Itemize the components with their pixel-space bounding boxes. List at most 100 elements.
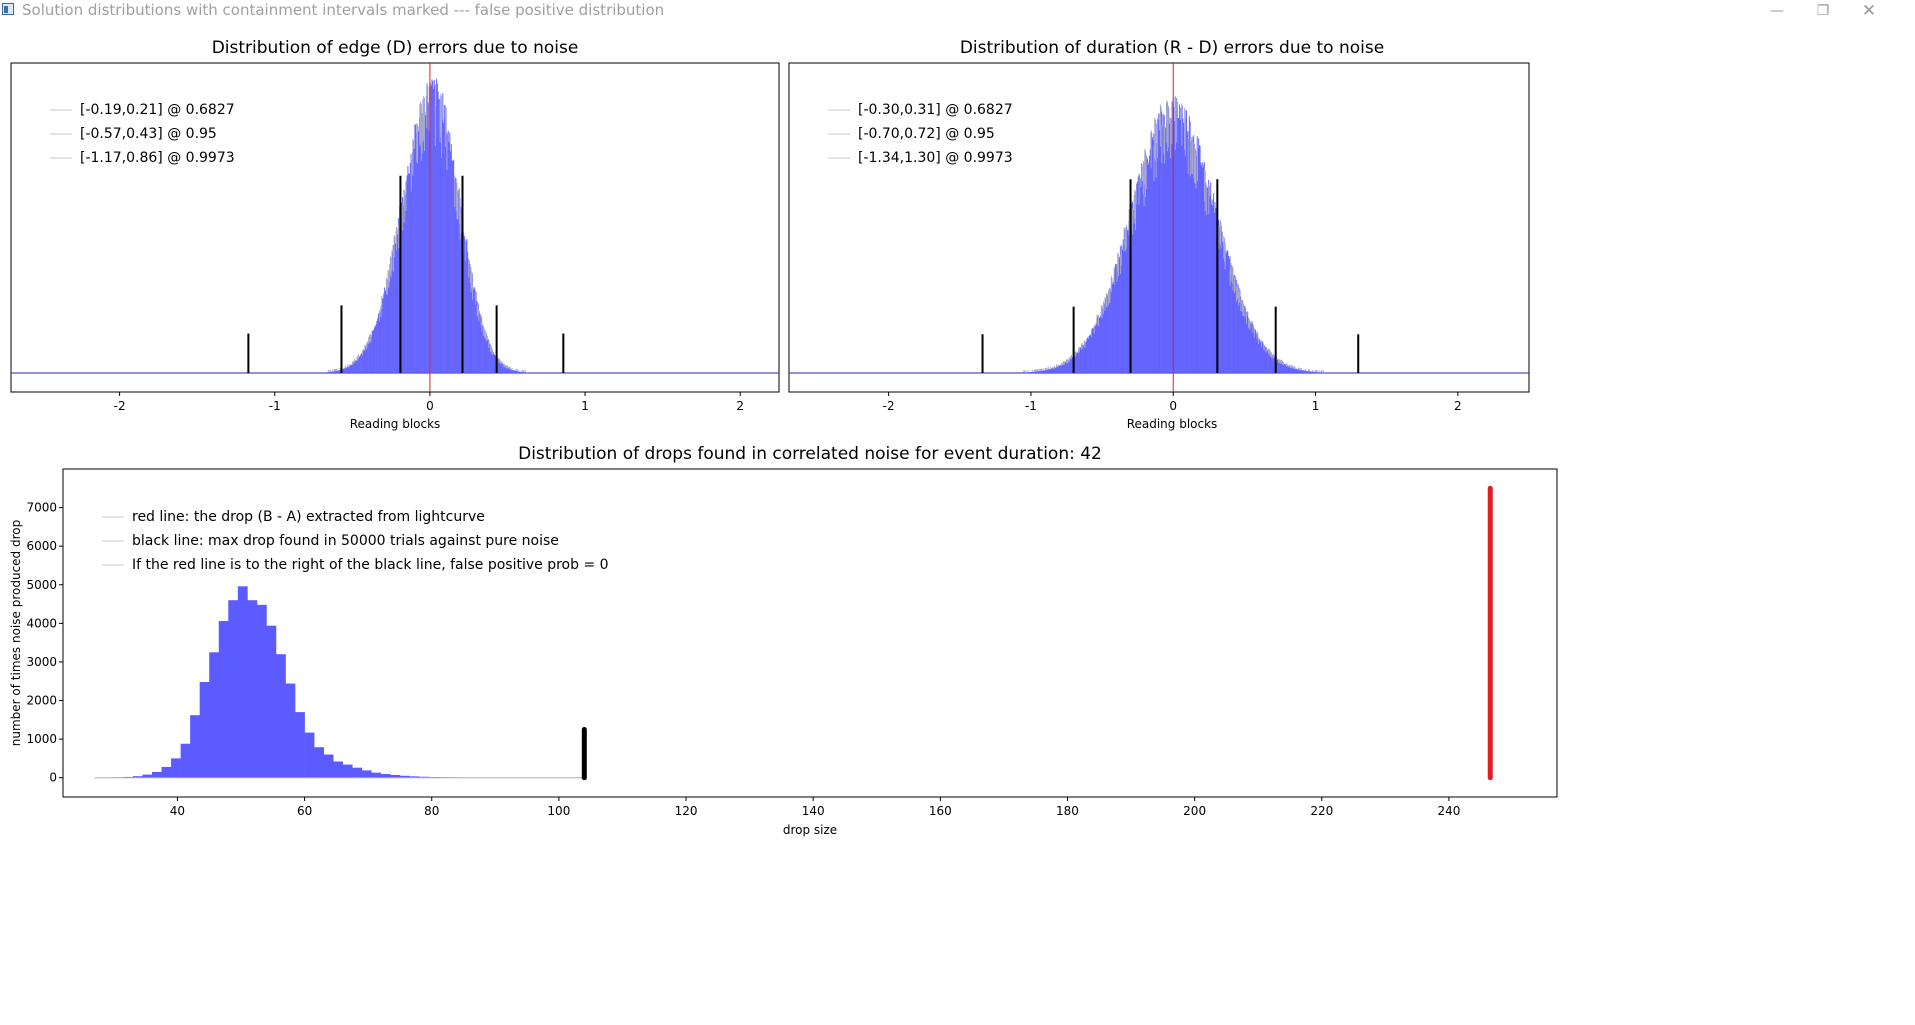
histogram-bar: [1169, 117, 1171, 374]
histogram-bar: [1225, 251, 1227, 373]
histogram-bar: [1095, 322, 1097, 373]
y-tick-label: 2000: [26, 694, 57, 708]
histogram-bar: [1259, 339, 1261, 373]
histogram-bar: [1083, 344, 1085, 373]
histogram-bar: [1094, 326, 1096, 373]
histogram-bar: [285, 683, 296, 778]
histogram-bar: [1062, 363, 1064, 373]
histogram-bar: [1102, 308, 1104, 373]
histogram-bar: [1035, 371, 1037, 373]
histogram-bar: [1168, 107, 1170, 373]
histogram-bar: [381, 307, 383, 373]
histogram-bar: [1231, 273, 1233, 373]
histogram-bar: [368, 339, 370, 373]
histogram-bar: [409, 162, 411, 373]
histogram-bar: [1036, 371, 1038, 373]
histogram-bar: [1107, 293, 1109, 373]
histogram-bar: [1309, 371, 1311, 373]
histogram-bar: [1158, 113, 1160, 373]
histogram-bar: [471, 273, 473, 373]
histogram-bar: [350, 365, 352, 373]
histogram-bar: [1303, 370, 1305, 373]
histogram-bar: [347, 366, 349, 373]
histogram-bar: [1207, 187, 1209, 373]
x-axis: -2 -1 0 1 2: [883, 392, 1462, 413]
histogram-bar: [438, 98, 440, 374]
histogram-bar: [350, 364, 352, 373]
histogram-bar: [382, 298, 384, 373]
histogram-bar: [256, 604, 267, 778]
histogram-bar: [1086, 338, 1088, 373]
plot-marks: [11, 63, 779, 392]
histogram-bar: [1239, 290, 1241, 373]
histogram-bar: [1264, 346, 1266, 373]
histogram-bar: [1202, 168, 1204, 373]
histogram-bar: [1184, 109, 1186, 373]
histogram-bar: [1107, 295, 1109, 373]
histogram-bar: [440, 95, 442, 374]
histogram-bar: [1226, 249, 1228, 373]
restore-button[interactable]: ❐: [1800, 0, 1846, 22]
histogram-bar: [1279, 361, 1281, 373]
histogram-bar: [1082, 345, 1084, 373]
histogram-bar: [1156, 143, 1158, 373]
histogram-bar: [190, 715, 200, 778]
histogram-bar: [495, 356, 497, 373]
histogram-bar: [1262, 341, 1264, 373]
histogram-bar: [339, 370, 341, 373]
histogram-bar: [1250, 323, 1252, 373]
histogram-bar: [1060, 365, 1062, 373]
histogram-bar: [426, 95, 428, 373]
histogram-bar: [482, 325, 484, 373]
histogram-bar: [1302, 370, 1304, 373]
histogram-bar: [1028, 372, 1030, 373]
legend-entry: [-0.30,0.31] @ 0.6827: [858, 102, 1013, 118]
histogram-bar: [1297, 369, 1299, 373]
histogram-bar: [1025, 372, 1027, 373]
histogram-bar: [1146, 156, 1148, 373]
histogram-bar: [1180, 107, 1182, 373]
legend-entry: [-0.19,0.21] @ 0.6827: [80, 102, 235, 118]
histogram-bar: [1181, 105, 1183, 373]
histogram-bar: [1242, 301, 1244, 373]
histogram-bar: [1236, 288, 1238, 373]
histogram-bar: [1077, 352, 1079, 373]
histogram-bar: [1183, 126, 1185, 374]
histogram-bar: [1118, 259, 1120, 373]
histogram-bar: [363, 349, 365, 373]
histogram-bar: [343, 368, 345, 373]
histogram-bar: [1079, 348, 1081, 373]
histogram-bar: [450, 144, 452, 373]
histogram-bar: [411, 159, 413, 373]
histogram-bar: [422, 101, 424, 373]
histogram-bar: [1289, 366, 1291, 373]
histogram-bar: [392, 244, 394, 373]
histogram-bar: [526, 372, 528, 373]
histogram-bar: [326, 372, 328, 373]
histogram-bar: [501, 362, 503, 373]
close-button[interactable]: ✕: [1846, 0, 1892, 22]
histogram-bar: [371, 330, 373, 373]
histogram-bar: [1323, 372, 1325, 373]
histogram-bar: [522, 372, 524, 373]
x-axis-label: Reading blocks: [1127, 417, 1218, 431]
histogram-bar: [1139, 178, 1141, 373]
histogram-bar: [1138, 174, 1140, 373]
minimize-button[interactable]: —: [1754, 0, 1800, 22]
histogram-bar: [1088, 336, 1090, 373]
histogram-bar: [377, 313, 379, 373]
histogram-bar: [1197, 147, 1199, 373]
histogram-bar: [334, 371, 336, 373]
histogram-bar: [378, 315, 380, 373]
histogram-bar: [1214, 201, 1216, 373]
histogram-bar: [478, 304, 480, 373]
histogram-bar: [1213, 212, 1215, 373]
histogram-bar: [360, 354, 362, 373]
histogram-bar: [519, 371, 521, 373]
histogram-bar: [1024, 372, 1026, 373]
histogram-bar: [1240, 296, 1242, 373]
histogram-bar: [453, 179, 455, 373]
histogram-bar: [1084, 342, 1086, 373]
histogram-bar: [502, 363, 504, 373]
